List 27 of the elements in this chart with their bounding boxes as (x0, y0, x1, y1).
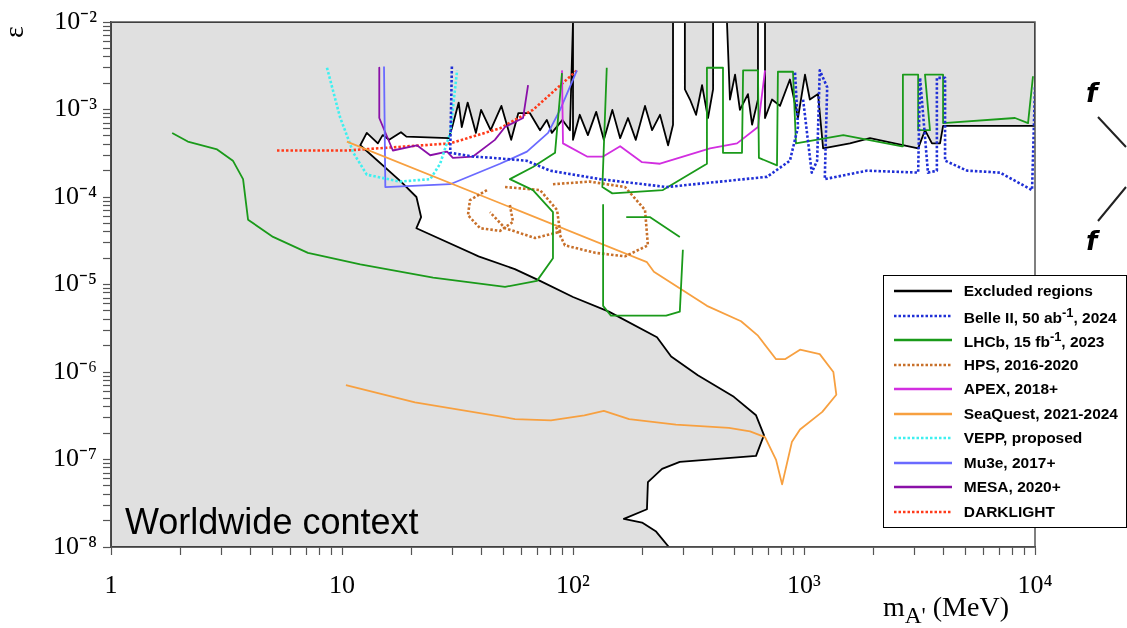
y-tick-label: 10⁻⁵ (52, 268, 97, 298)
x-tick-label: 10² (556, 570, 591, 600)
legend-label: LHCb, 15 fb$^{-1}$, 2023 (963, 329, 1105, 352)
x-axis-title: m$_{A'}$ (MeV) (882, 591, 1009, 628)
y-tick-label: 10⁻⁷ (52, 443, 97, 473)
legend-label: HPS, 2016-2020 (963, 355, 1079, 374)
legend-label: APEX, 2018+ (963, 380, 1059, 399)
x-tick-label: 10⁴ (1017, 570, 1053, 600)
legend-label: SeaQuest, 2021-2024 (963, 404, 1118, 423)
x-tick-label: 10 (329, 570, 355, 600)
annotation: Worldwide context (125, 501, 419, 543)
legend-label: VEPP, proposed (963, 429, 1083, 448)
y-tick-label: 10⁻² (54, 5, 98, 35)
y-tick-label: 10⁻⁸ (52, 530, 97, 560)
legend-label: Excluded regions (963, 282, 1093, 301)
x-tick-label: 1 (104, 570, 118, 600)
y-tick-label: 10⁻⁴ (52, 180, 97, 210)
text: f (1086, 78, 1098, 108)
legend-label: Belle II, 50 ab$^{-1}$, 2024 (963, 304, 1117, 327)
legend-label: DARKLIGHT (963, 502, 1056, 521)
legend-label: Mu3e, 2017+ (963, 453, 1056, 472)
x-tick-label: 10³ (787, 570, 822, 600)
y-tick-label: 10⁻⁶ (52, 355, 97, 385)
text: f (1086, 226, 1098, 256)
y-axis-title: ε (0, 26, 30, 38)
legend-label: MESA, 2020+ (963, 478, 1061, 497)
y-tick-label: 10⁻³ (54, 93, 98, 123)
